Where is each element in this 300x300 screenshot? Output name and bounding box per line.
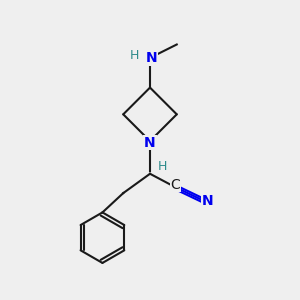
Text: H: H bbox=[130, 49, 139, 62]
Text: C: C bbox=[170, 178, 180, 192]
Text: N: N bbox=[146, 51, 157, 65]
Text: H: H bbox=[158, 160, 167, 173]
Text: N: N bbox=[144, 136, 156, 150]
Text: N: N bbox=[202, 194, 213, 208]
